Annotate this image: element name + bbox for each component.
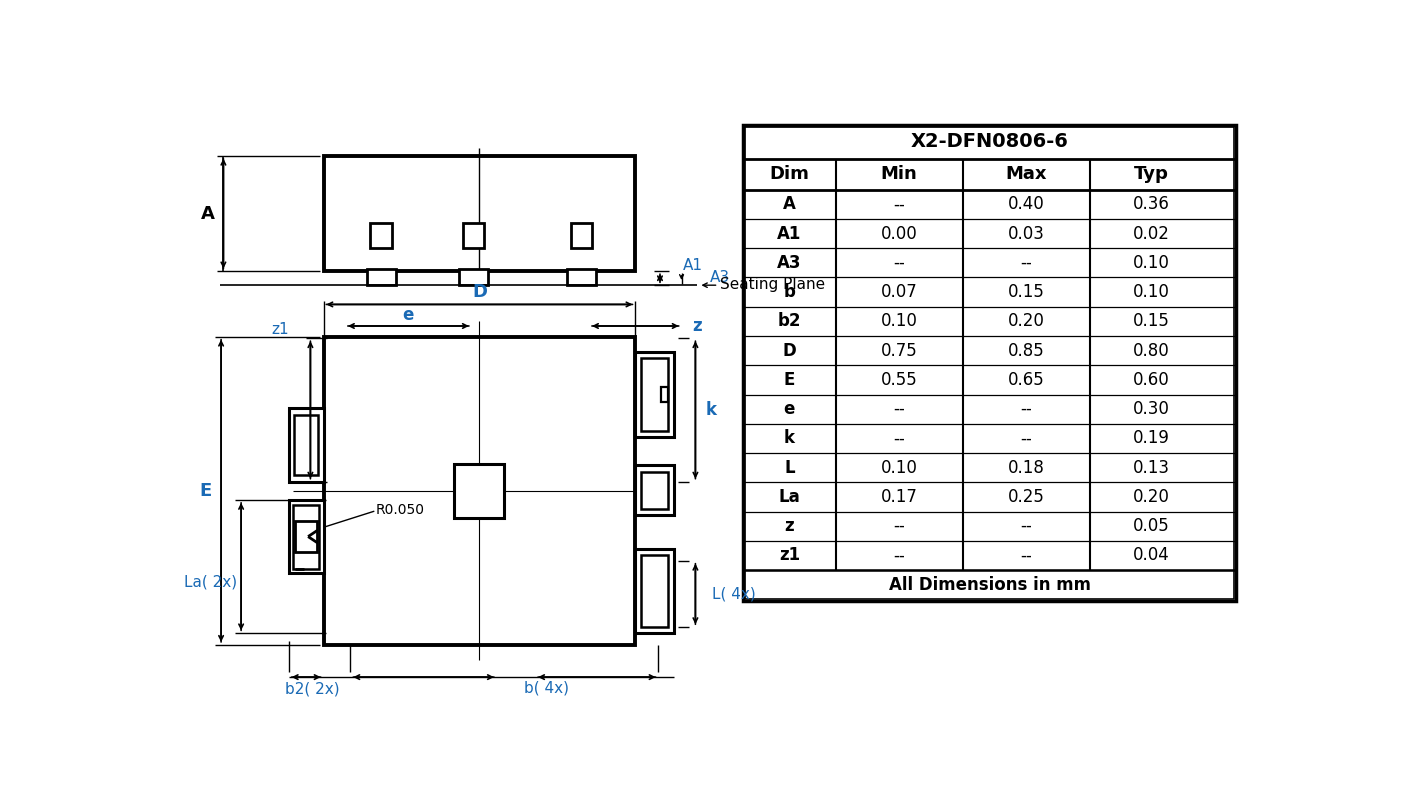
Text: Min: Min bbox=[880, 165, 917, 184]
Text: --: -- bbox=[893, 400, 905, 418]
Text: 0.15: 0.15 bbox=[1133, 312, 1170, 330]
Bar bbox=[635, 548, 674, 634]
Text: 0.60: 0.60 bbox=[1133, 371, 1170, 389]
Text: e: e bbox=[403, 306, 415, 324]
Text: 0.20: 0.20 bbox=[1008, 312, 1045, 330]
Text: A3: A3 bbox=[777, 254, 802, 272]
Bar bbox=[640, 358, 669, 431]
Text: La( 2x): La( 2x) bbox=[185, 575, 237, 590]
Text: 0.05: 0.05 bbox=[1133, 517, 1170, 535]
Text: 0.55: 0.55 bbox=[880, 371, 917, 389]
Text: --: -- bbox=[1020, 517, 1032, 535]
Text: 0.18: 0.18 bbox=[1008, 459, 1045, 476]
Bar bbox=[294, 414, 318, 476]
Text: La: La bbox=[778, 488, 801, 506]
Text: 0.07: 0.07 bbox=[880, 283, 917, 301]
Bar bbox=[454, 464, 504, 518]
Text: 0.25: 0.25 bbox=[1008, 488, 1045, 506]
Text: 0.40: 0.40 bbox=[1008, 196, 1045, 213]
Text: --: -- bbox=[893, 196, 905, 213]
Text: A: A bbox=[202, 204, 214, 223]
Text: 0.17: 0.17 bbox=[880, 488, 917, 506]
Text: 0.15: 0.15 bbox=[1008, 283, 1045, 301]
Text: 0.10: 0.10 bbox=[880, 312, 917, 330]
Bar bbox=[371, 223, 392, 248]
Text: 0.00: 0.00 bbox=[880, 224, 917, 243]
Bar bbox=[288, 409, 324, 481]
Text: 0.13: 0.13 bbox=[1133, 459, 1170, 476]
Text: 0.80: 0.80 bbox=[1133, 342, 1170, 360]
Text: 0.03: 0.03 bbox=[1008, 224, 1045, 243]
Text: --: -- bbox=[893, 517, 905, 535]
Text: --: -- bbox=[1020, 547, 1032, 564]
Text: --: -- bbox=[893, 547, 905, 564]
Text: Seating Plane: Seating Plane bbox=[720, 277, 825, 292]
Text: Max: Max bbox=[1005, 165, 1047, 184]
Text: 0.10: 0.10 bbox=[1133, 254, 1170, 272]
Bar bbox=[459, 269, 488, 285]
Text: b2: b2 bbox=[778, 312, 801, 330]
Text: --: -- bbox=[1020, 254, 1032, 272]
Text: D: D bbox=[471, 283, 487, 301]
Text: 0.65: 0.65 bbox=[1008, 371, 1045, 389]
Text: 0.30: 0.30 bbox=[1133, 400, 1170, 418]
Text: 0.36: 0.36 bbox=[1133, 196, 1170, 213]
Text: E: E bbox=[784, 371, 795, 389]
Text: A1: A1 bbox=[683, 258, 703, 273]
Text: L( 4x): L( 4x) bbox=[713, 587, 755, 602]
Text: 0.04: 0.04 bbox=[1133, 547, 1170, 564]
Text: z: z bbox=[784, 517, 794, 535]
Text: 0.20: 0.20 bbox=[1133, 488, 1170, 506]
Bar bbox=[660, 387, 669, 402]
Bar bbox=[294, 504, 320, 568]
Text: A3: A3 bbox=[710, 270, 730, 285]
Bar bbox=[640, 472, 669, 509]
Bar bbox=[744, 127, 1234, 599]
Text: b( 4x): b( 4x) bbox=[524, 681, 569, 695]
Text: 0.02: 0.02 bbox=[1133, 224, 1170, 243]
Text: L: L bbox=[784, 459, 795, 476]
Bar bbox=[743, 125, 1235, 601]
Bar bbox=[324, 156, 635, 271]
Text: 0.10: 0.10 bbox=[1133, 283, 1170, 301]
Text: k: k bbox=[784, 429, 795, 448]
Text: --: -- bbox=[893, 429, 905, 448]
Text: b: b bbox=[784, 283, 795, 301]
Bar bbox=[288, 500, 324, 573]
Text: A: A bbox=[782, 196, 795, 213]
Text: 0.19: 0.19 bbox=[1133, 429, 1170, 448]
Text: e: e bbox=[784, 400, 795, 418]
Bar bbox=[640, 555, 669, 627]
Text: Dim: Dim bbox=[770, 165, 809, 184]
Text: --: -- bbox=[893, 254, 905, 272]
Bar bbox=[567, 269, 596, 285]
Bar bbox=[366, 269, 396, 285]
Bar bbox=[324, 337, 635, 645]
Text: X2-DFN0806-6: X2-DFN0806-6 bbox=[910, 132, 1068, 152]
Text: z1: z1 bbox=[778, 547, 799, 564]
Text: k: k bbox=[706, 401, 716, 419]
Text: b2( 2x): b2( 2x) bbox=[285, 681, 339, 696]
Text: R0.050: R0.050 bbox=[376, 503, 425, 516]
Text: z: z bbox=[692, 317, 701, 335]
Text: z1: z1 bbox=[271, 322, 288, 337]
Text: --: -- bbox=[1020, 400, 1032, 418]
Text: Typ: Typ bbox=[1133, 165, 1169, 184]
Bar bbox=[295, 521, 317, 552]
Text: A1: A1 bbox=[777, 224, 801, 243]
Bar bbox=[635, 352, 674, 437]
Text: 0.10: 0.10 bbox=[880, 459, 917, 476]
Text: All Dimensions in mm: All Dimensions in mm bbox=[889, 576, 1091, 595]
Text: 0.75: 0.75 bbox=[880, 342, 917, 360]
Text: D: D bbox=[782, 342, 797, 360]
Bar bbox=[463, 223, 484, 248]
Text: E: E bbox=[200, 482, 212, 500]
Bar bbox=[571, 223, 592, 248]
Bar bbox=[635, 465, 674, 516]
Text: 0.85: 0.85 bbox=[1008, 342, 1045, 360]
Text: --: -- bbox=[1020, 429, 1032, 448]
